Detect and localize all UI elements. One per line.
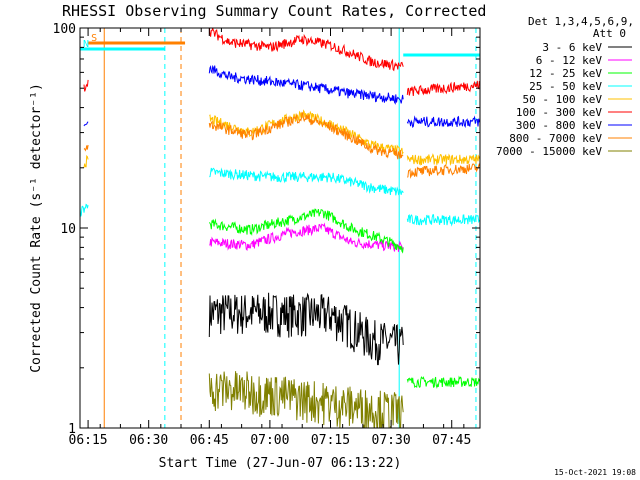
series-line-3-1	[209, 167, 404, 196]
series-line-7-1	[208, 111, 404, 160]
x-tick-label-3: 07:00	[250, 433, 289, 448]
x-axis: 06:15 06:30 06:45 07:00 07:15 07:30 07:45	[69, 28, 471, 448]
legend-label-1: 6 - 12 keV	[536, 54, 603, 67]
x-tick-label-1: 06:30	[129, 433, 168, 448]
flag-label-1: N	[83, 39, 89, 50]
x-tick-label-4: 07:15	[311, 433, 350, 448]
x-tick-label-2: 06:45	[190, 433, 229, 448]
chart-title: RHESSI Observing Summary Count Rates, Co…	[62, 2, 486, 20]
series-line-0-0	[208, 292, 404, 366]
series-line-2-1	[406, 375, 480, 389]
series-line-4-2	[406, 153, 480, 166]
series-line-6-2	[406, 115, 480, 129]
legend-label-2: 12 - 25 keV	[529, 67, 602, 80]
y-tick-label-2: 100	[53, 22, 76, 37]
y-axis-label: Corrected Count Rate (s⁻¹ detector⁻¹)	[29, 83, 44, 373]
series-line-5-0	[83, 79, 89, 92]
series-line-1-0	[209, 222, 404, 252]
series-line-6-0	[83, 121, 89, 127]
series-line-3-0	[80, 203, 89, 217]
x-tick-label-6: 07:45	[432, 433, 471, 448]
footer-date: 15-Oct-2021 19:08	[554, 468, 636, 477]
series-line-3-2	[406, 214, 480, 227]
flag-label-0: S	[91, 33, 97, 44]
series-line-2-0	[208, 208, 404, 254]
x-axis-label: Start Time (27-Jun-07 06:13:22)	[159, 456, 402, 471]
legend-label-0: 3 - 6 keV	[542, 41, 602, 54]
series-line-8-0	[208, 371, 404, 428]
series-line-4-0	[83, 154, 89, 168]
series-line-7-2	[407, 163, 480, 179]
legend-label-3: 25 - 50 keV	[529, 80, 602, 93]
legend-header-line-1: Det 1,3,4,5,6,9,	[528, 15, 634, 28]
plot-area: SN	[80, 28, 480, 428]
legend-label-4: 50 - 100 keV	[523, 93, 603, 106]
legend-label-7: 800 - 7000 keV	[509, 132, 602, 145]
y-tick-label-0: 1	[68, 422, 76, 437]
legend-header-line-2: Att 0	[593, 27, 626, 40]
series-line-5-1	[208, 28, 404, 72]
series-line-5-2	[406, 80, 480, 97]
y-axis: 1 10 100	[53, 22, 480, 437]
plot-frame	[79, 27, 481, 429]
x-tick-label-5: 07:30	[372, 433, 411, 448]
y-tick-label-1: 10	[60, 222, 76, 237]
x-tick-label-0: 06:15	[69, 433, 108, 448]
series-line-7-0	[83, 144, 89, 152]
legend-label-6: 300 - 800 keV	[516, 119, 602, 132]
legend-label-8: 7000 - 15000 keV	[496, 145, 602, 158]
series-line-6-1	[208, 64, 404, 105]
legend-label-5: 100 - 300 keV	[516, 106, 602, 119]
